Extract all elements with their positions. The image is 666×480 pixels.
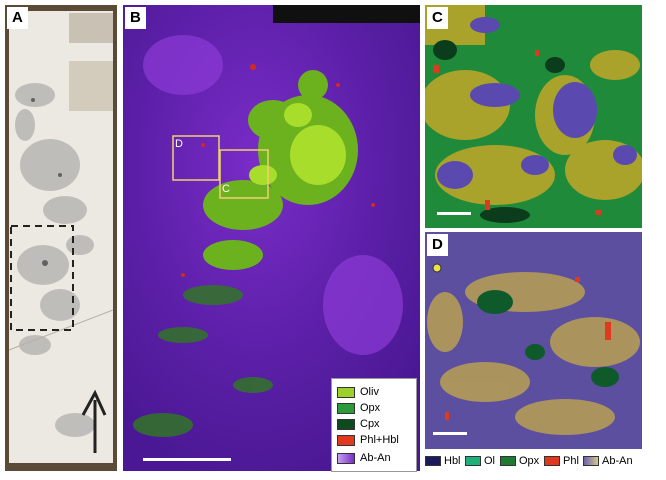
panel-c-label: C [427, 7, 448, 29]
legend-swatch [500, 456, 516, 467]
region-label-c: C [222, 183, 230, 195]
up-arrow-icon [81, 389, 107, 453]
legend-swatch [425, 456, 441, 467]
legend-swatch [337, 434, 355, 446]
legend-item-ab-an: Ab-An [583, 452, 633, 470]
dashed-selection-box [10, 225, 74, 331]
legend-swatch [337, 452, 355, 464]
legend-item-oliv: Oliv [337, 385, 379, 399]
panel-cd-legend: Hbl Ol Opx Phl Ab-An [425, 452, 655, 470]
legend-swatch [465, 456, 481, 467]
core-photo-image [5, 5, 117, 471]
legend-item-cpx: Cpx [337, 417, 380, 431]
legend-label: Ab-An [360, 452, 391, 464]
legend-item-opx: Opx [500, 452, 539, 470]
legend-item-phl: Phl [544, 452, 579, 470]
legend-swatch [337, 386, 355, 398]
legend-item-opx: Opx [337, 401, 380, 415]
legend-swatch [337, 402, 355, 414]
panel-a-label: A [7, 7, 28, 29]
legend-label: Phl [563, 455, 579, 467]
legend-item-hbl: Hbl [425, 452, 461, 470]
panel-b-legend: Oliv Opx Cpx Phl+Hbl Ab-An [331, 378, 417, 472]
legend-label: Ol [484, 455, 495, 467]
scale-bar [433, 432, 467, 435]
detail-map-d-image [425, 232, 642, 449]
legend-swatch [583, 456, 599, 467]
legend-label: Phl+Hbl [360, 434, 399, 446]
panel-d-detail-map: D [425, 232, 642, 449]
region-box-c [219, 149, 269, 199]
scale-bar [437, 212, 471, 215]
detail-map-c-image [425, 5, 642, 228]
legend-item-phl-hbl: Phl+Hbl [337, 433, 399, 447]
panel-b-label: B [125, 7, 146, 29]
region-box-d [172, 135, 220, 181]
legend-item-ab-an: Ab-An [337, 451, 391, 465]
legend-label: Opx [360, 402, 381, 414]
scale-bar [143, 458, 231, 461]
panel-a-core-photo: A [5, 5, 117, 471]
legend-label: Opx [519, 455, 540, 467]
legend-swatch [337, 418, 355, 430]
legend-label: Cpx [360, 418, 380, 430]
legend-label: Oliv [360, 386, 379, 398]
legend-label: Hbl [444, 455, 461, 467]
legend-swatch [544, 456, 560, 467]
panel-d-label: D [427, 234, 448, 256]
panel-c-detail-map: C [425, 5, 642, 228]
legend-item-ol: Ol [465, 452, 495, 470]
region-label-d: D [175, 138, 183, 150]
mineral-map-image [123, 5, 420, 471]
legend-label: Ab-An [602, 455, 633, 467]
